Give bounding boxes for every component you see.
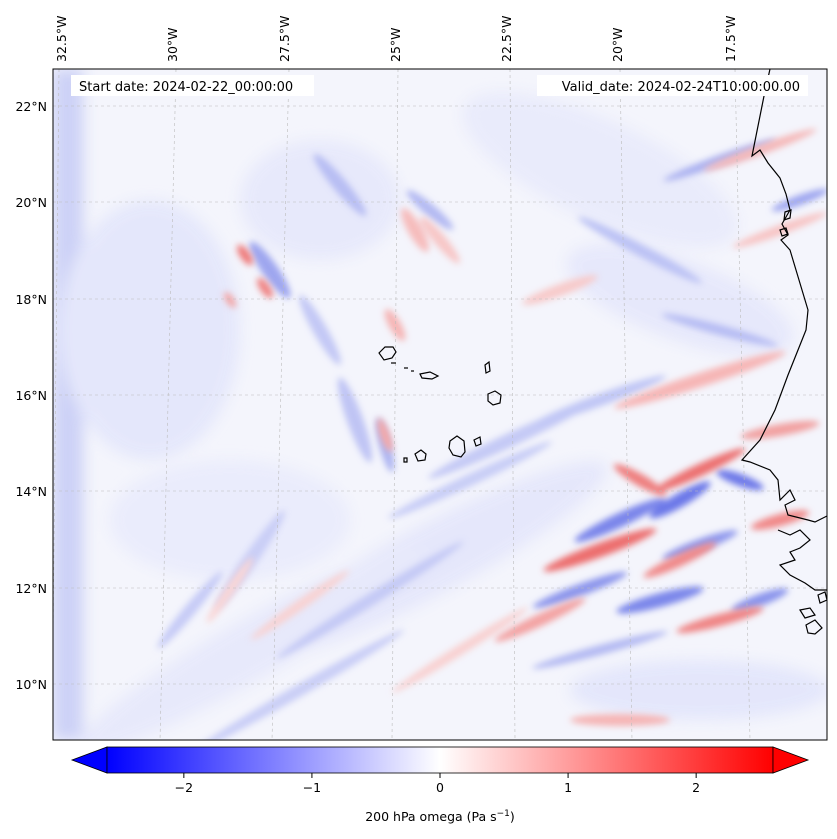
valid-date-label: Valid_date: 2024-02-24T10:00:00.00 bbox=[562, 80, 800, 95]
lon-label: 32.5°W bbox=[54, 16, 69, 62]
omega-field bbox=[53, 69, 827, 740]
start-date-label: Start date: 2024-02-22_00:00:00 bbox=[79, 80, 293, 95]
valid-date-box bbox=[537, 75, 808, 96]
map-frame bbox=[52, 68, 828, 741]
lat-label: 12°N bbox=[15, 581, 47, 596]
colorbar-label: 200 hPa omega (Pa s−1) bbox=[365, 809, 515, 824]
lon-label: 30°W bbox=[165, 27, 180, 62]
colorbar-ticks: −2 −1 0 1 2 bbox=[175, 773, 700, 795]
lon-label: 22.5°W bbox=[499, 16, 514, 62]
descent-streaks bbox=[157, 138, 827, 740]
africa-coastline bbox=[740, 69, 827, 635]
lon-label: 17.5°W bbox=[723, 16, 738, 62]
colorbar-tick-label: 2 bbox=[692, 780, 700, 795]
colorbar-high-extend bbox=[772, 746, 810, 774]
colorbar-tick-label: 0 bbox=[436, 780, 444, 795]
lat-label: 14°N bbox=[15, 484, 47, 499]
lon-label: 20°W bbox=[610, 27, 625, 62]
colorbar-bar bbox=[106, 746, 774, 774]
start-date-box bbox=[71, 75, 314, 96]
map-panel: Start date: 2024-02-22_00:00:00 Valid_da… bbox=[52, 68, 828, 741]
lon-label: 27.5°W bbox=[277, 16, 292, 62]
lat-label: 18°N bbox=[15, 292, 47, 307]
colorbar-low-extend bbox=[70, 746, 108, 774]
cape-verde-islands bbox=[378, 346, 502, 463]
colorbar: −2 −1 0 1 2 200 hPa omega (Pa s−1) bbox=[70, 746, 810, 824]
lat-label: 10°N bbox=[15, 677, 47, 692]
colorbar-tick-label: −1 bbox=[303, 780, 321, 795]
lat-label: 20°N bbox=[15, 195, 47, 210]
latitude-labels: 22°N 20°N 18°N 16°N 14°N 12°N 10°N bbox=[15, 99, 47, 692]
lat-label: 16°N bbox=[15, 388, 47, 403]
lat-label: 22°N bbox=[15, 99, 47, 114]
colorbar-tick-label: −2 bbox=[175, 780, 193, 795]
lon-label: 25°W bbox=[388, 27, 403, 62]
longitude-labels: 32.5°W 30°W 27.5°W 25°W 22.5°W 20°W 17.5… bbox=[54, 16, 738, 62]
colorbar-tick-label: 1 bbox=[564, 780, 572, 795]
